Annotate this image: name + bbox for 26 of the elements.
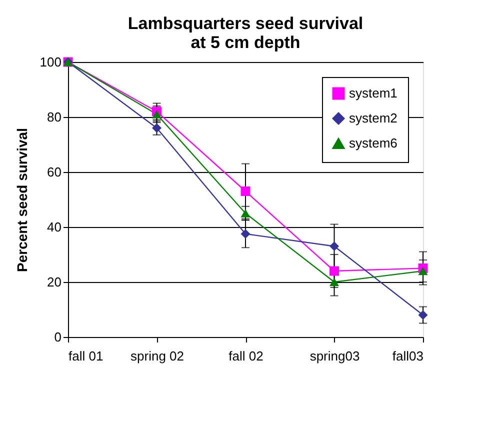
y-tick-label: 60: [47, 164, 62, 180]
point: [418, 310, 428, 320]
legend-label: system6: [349, 136, 398, 150]
x-tick-label: spring 02: [130, 348, 184, 364]
y-tick-label: 0: [54, 330, 62, 344]
point: [240, 229, 250, 239]
legend-label: system1: [349, 86, 398, 100]
point: [330, 266, 339, 276]
x-tick-label: fall 02: [228, 348, 264, 364]
x-tick-label: spring03: [310, 348, 360, 364]
y-tick-label: 80: [47, 110, 62, 124]
point: [152, 123, 162, 133]
y-tick-label: 100: [40, 54, 62, 70]
y-tick-label: 20: [47, 274, 62, 290]
legend-label: system2: [349, 110, 398, 126]
point: [330, 278, 339, 286]
point: [152, 110, 162, 118]
chart-title: Lambsquarters seed survival at 5 cm depth: [128, 14, 364, 52]
point: [240, 186, 250, 196]
x-tick-label: fall03: [392, 348, 424, 364]
x-tick-label: fall 01: [68, 348, 104, 364]
point: [330, 242, 339, 251]
point: [418, 266, 428, 276]
y-tick-label: 40: [47, 220, 62, 234]
y-axis-title: Percent seed survival: [14, 128, 30, 272]
point: [240, 209, 250, 218]
